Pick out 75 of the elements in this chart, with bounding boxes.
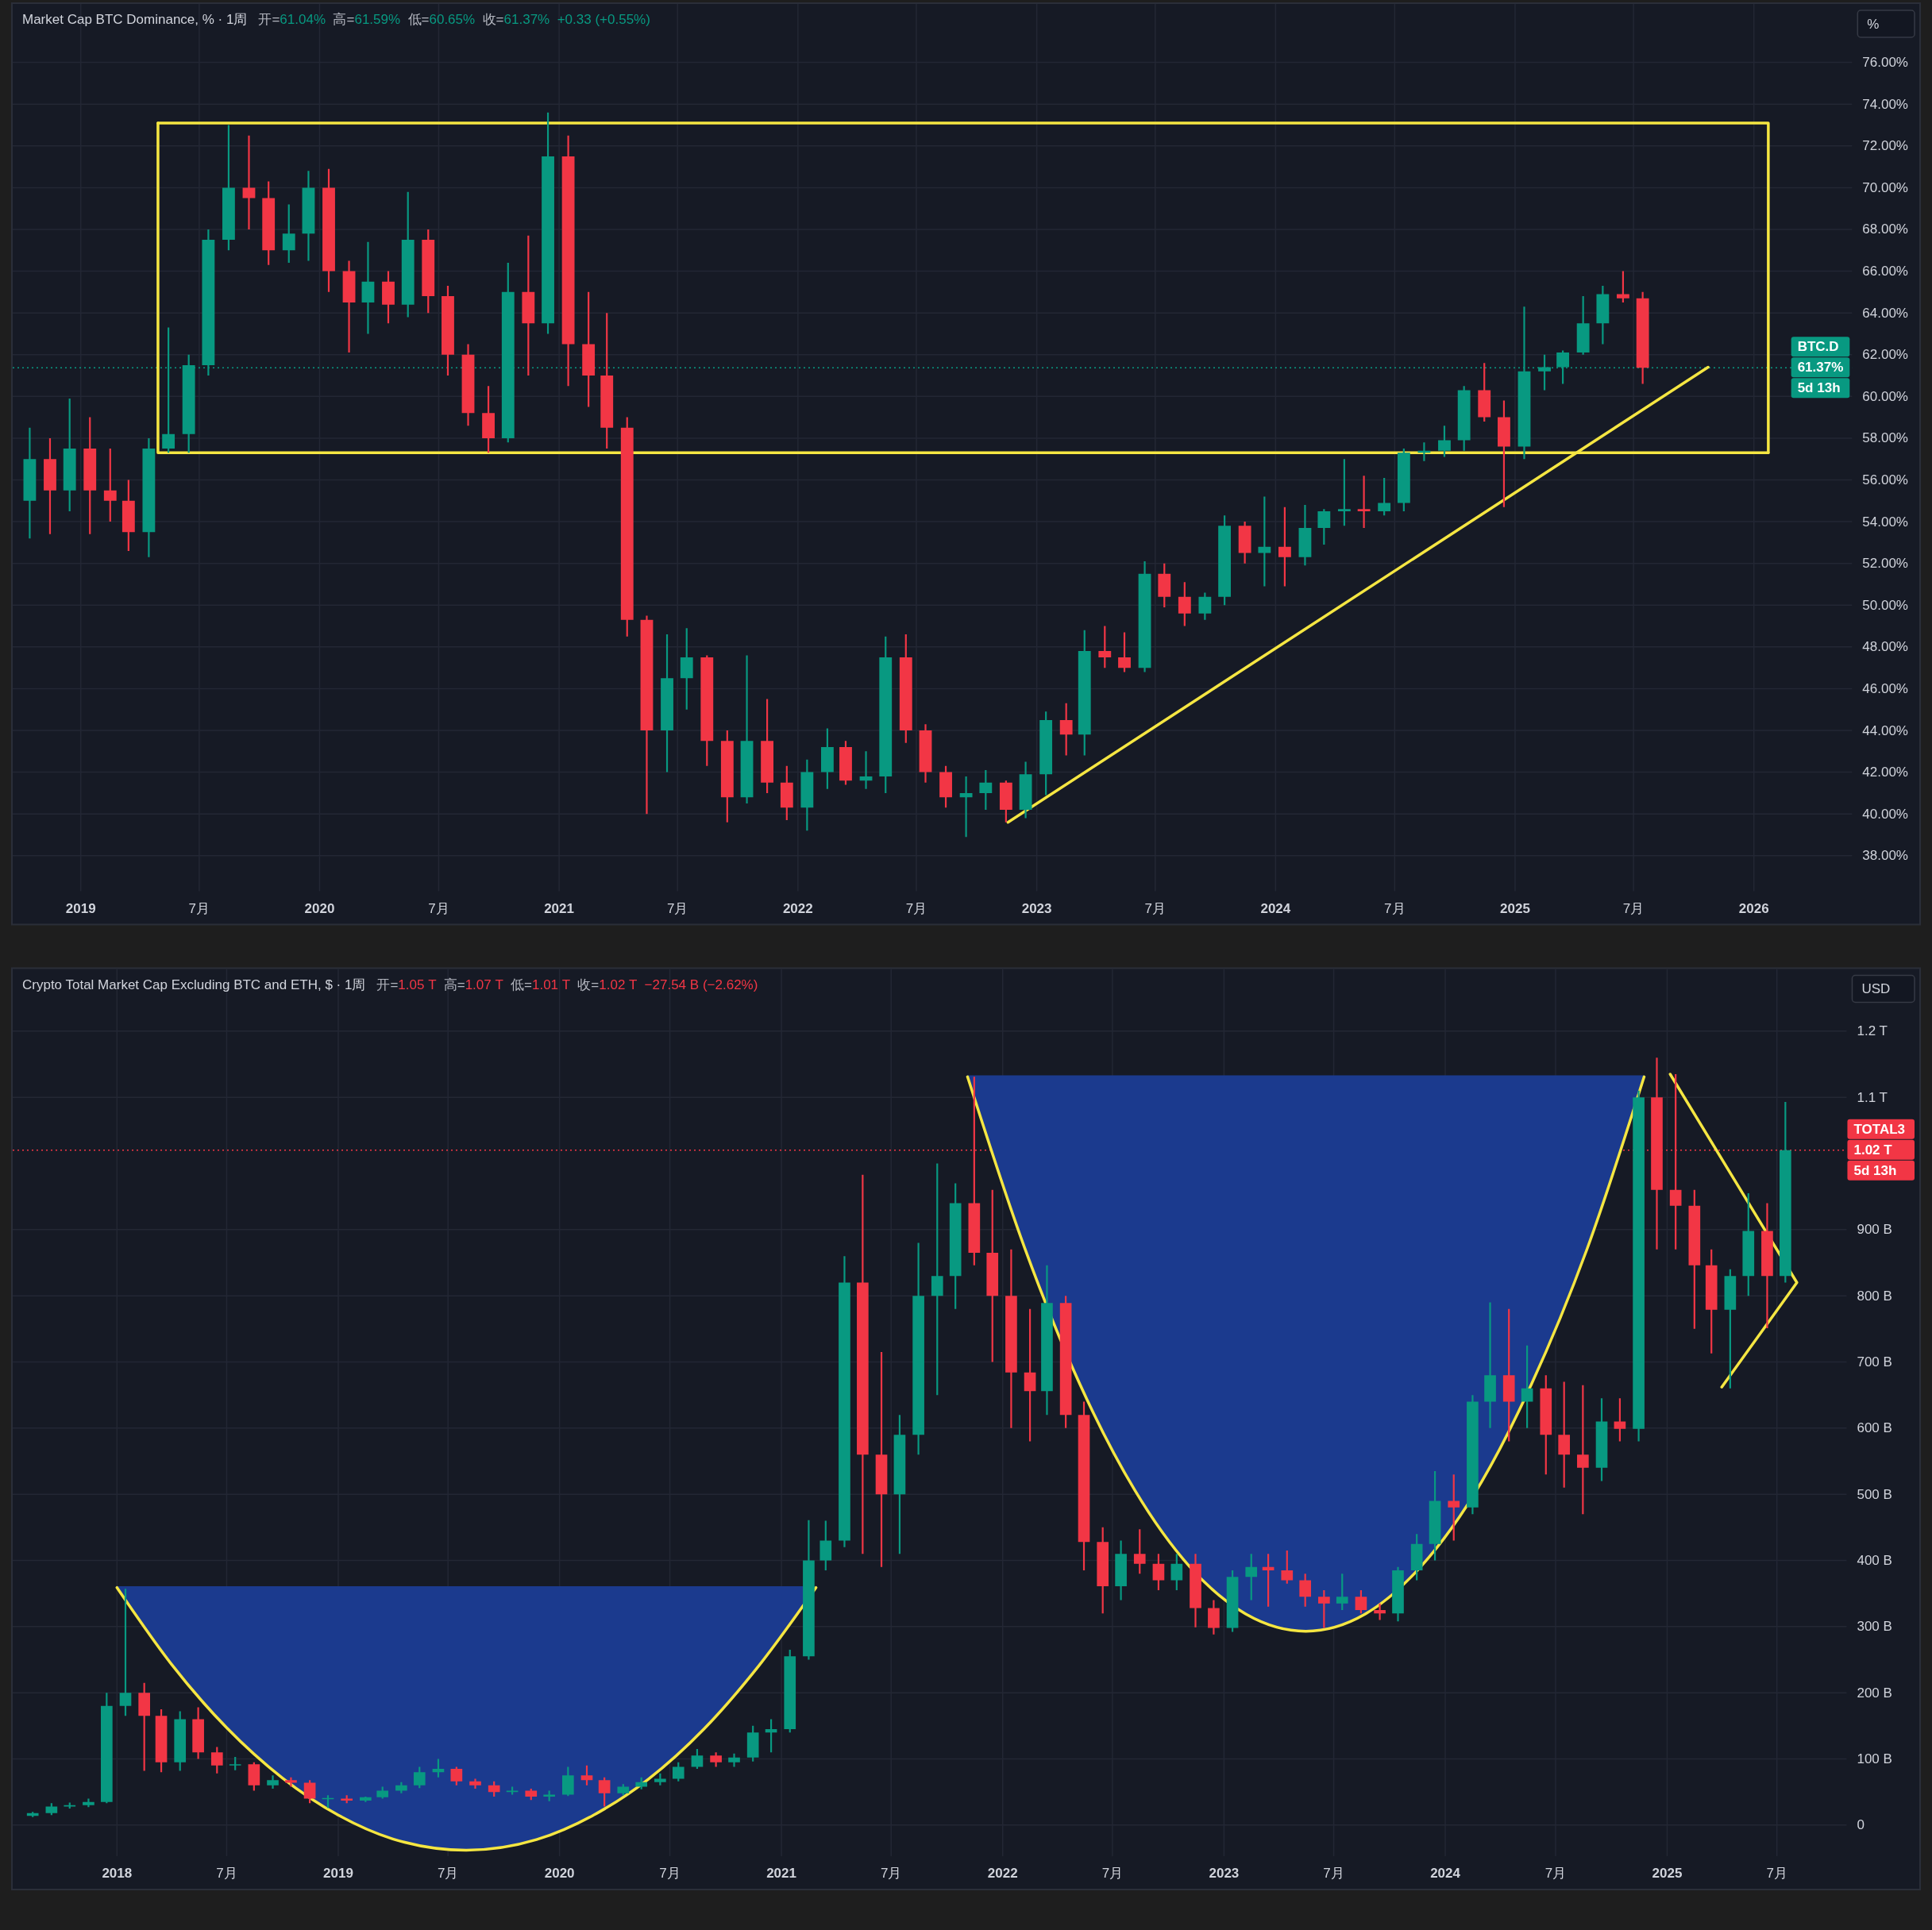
x-tick-label: 2024 [1260,900,1291,916]
x-tick-label: 2021 [766,1866,796,1881]
y-tick-label: 200 B [1857,1685,1892,1701]
x-tick-label: 7月 [1101,1866,1124,1881]
y-tick-label: 400 B [1857,1553,1892,1568]
y-tick-label: 70.00% [1862,179,1908,195]
y-tick-label: 60.00% [1862,388,1908,404]
y-tick-label: 62.00% [1862,347,1908,363]
x-tick-label: 7月 [1323,1866,1344,1881]
y-tick-label: 46.00% [1862,680,1908,696]
text: Crypto Total Market Cap Excluding BTC and ETH, $ · 1周 [22,977,366,992]
y-tick-label: 66.00% [1862,264,1908,279]
y-tick-label: 48.00% [1862,639,1908,655]
y-tick-label: 700 B [1857,1354,1892,1369]
x-tick-label: 2018 [102,1866,133,1881]
x-tick-label: 2020 [544,1866,575,1881]
x-tick-label: 7月 [428,900,449,916]
text: 1.02 T [1853,1142,1893,1158]
x-tick-label: 2022 [987,1866,1018,1881]
x-tick-label: 2020 [304,900,335,916]
y-axis-title: % [1867,16,1880,32]
x-tick-label: 2023 [1209,1866,1240,1881]
y-tick-label: 74.00% [1862,96,1908,112]
x-tick-label: 7月 [437,1866,459,1881]
x-tick-label: 2022 [782,900,813,916]
y-tick-label: 56.00% [1862,472,1908,488]
x-tick-label: 2024 [1430,1866,1461,1881]
x-tick-label: 2025 [1652,1866,1683,1881]
x-tick-label: 7月 [1384,900,1406,916]
y-tick-label: 72.00% [1862,138,1908,154]
y-tick-label: 64.00% [1862,305,1908,321]
x-tick-label: 7月 [666,900,688,916]
x-tick-label: 2025 [1500,900,1530,916]
x-tick-label: 7月 [1622,900,1645,916]
y-tick-label: 50.00% [1862,597,1908,613]
y-tick-label: 1.1 T [1857,1089,1888,1105]
x-tick-label: 2021 [544,900,574,916]
text: 开=61.04% 高=61.59% 低=60.65% 收=61.37% +0.33 (+0.55%) [258,12,650,27]
y-tick-label: 76.00% [1862,55,1908,71]
x-tick-label: 7月 [1144,900,1166,916]
x-tick-label: 2019 [323,1866,353,1881]
y-tick-label: 52.00% [1862,556,1908,572]
y-tick-label: 40.00% [1862,806,1908,822]
text: 5d 13h [1853,1162,1897,1178]
x-tick-label: 7月 [216,1866,237,1881]
y-tick-label: 300 B [1857,1619,1892,1635]
annotation: 5d 13h [1797,380,1841,396]
x-tick-label: 7月 [1766,1866,1787,1881]
y-tick-label: 68.00% [1862,222,1908,237]
x-tick-label: 7月 [1544,1866,1567,1881]
x-tick-label: 2023 [1021,900,1052,916]
x-tick-label: 7月 [659,1866,681,1881]
text: Market Cap BTC Dominance, % · 1周 [22,12,248,27]
y-tick-label: 54.00% [1862,514,1908,530]
x-tick-label: 7月 [905,900,927,916]
x-tick-label: 7月 [188,900,210,916]
y-tick-label: 0 [1857,1817,1865,1833]
y-tick-label: 42.00% [1862,765,1908,780]
y-tick-label: 100 B [1857,1751,1892,1766]
ref-line-label: BTC.D [1797,339,1839,355]
y-tick-label: 500 B [1857,1486,1892,1502]
y-tick-label: 44.00% [1862,722,1908,738]
y-tick-label: 1.2 T [1857,1023,1888,1039]
text: 开=1.05 T 高=1.07 T 低=1.01 T 收=1.02 T −27.54 B (−2.62%) [376,977,758,992]
y-axis-title: USD [1861,981,1891,996]
y-tick-label: 600 B [1857,1420,1892,1436]
y-tick-label: 800 B [1857,1288,1892,1304]
ref-line-label: TOTAL3 [1853,1121,1905,1137]
x-tick-label: 2026 [1738,900,1769,916]
y-tick-label: 900 B [1857,1222,1892,1238]
y-tick-label: 38.00% [1862,848,1908,864]
y-tick-label: 58.00% [1862,430,1908,446]
x-tick-label: 2019 [65,900,96,916]
x-tick-label: 7月 [881,1866,902,1881]
annotation: 61.37% [1797,360,1844,376]
